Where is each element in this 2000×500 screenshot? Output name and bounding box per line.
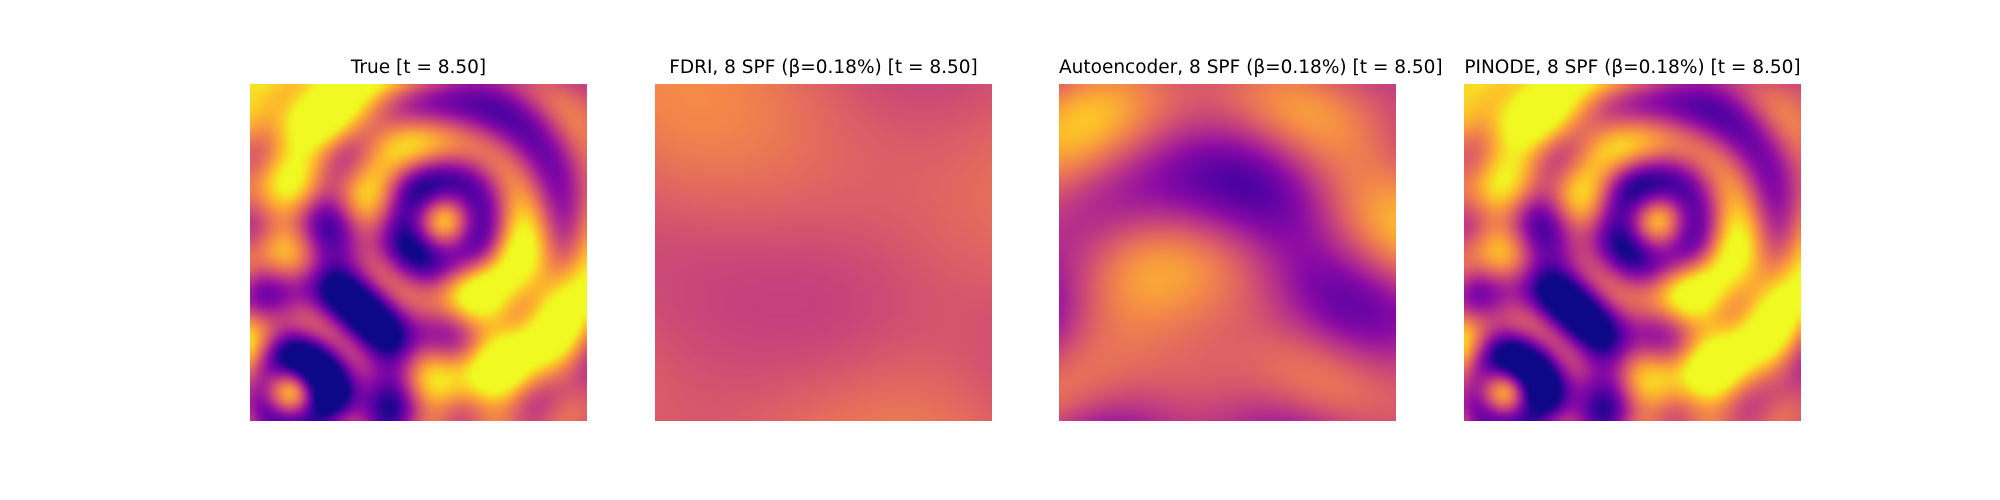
panel-title: Autoencoder, 8 SPF (β=0.18%) [t = 8.50] <box>1059 57 1443 78</box>
panel-title: FDRI, 8 SPF (β=0.18%) [t = 8.50] <box>669 57 978 78</box>
heatmap-true <box>250 84 587 421</box>
heatmap-pinode <box>1464 84 1801 421</box>
heatmap-autoencoder <box>1059 84 1396 421</box>
panel-title: True [t = 8.50] <box>350 57 487 78</box>
heatmap-fdri <box>655 84 992 421</box>
panel-title: PINODE, 8 SPF (β=0.18%) [t = 8.50] <box>1464 57 1801 78</box>
